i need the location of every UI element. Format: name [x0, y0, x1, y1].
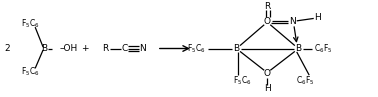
- Text: C: C: [122, 44, 128, 53]
- Text: 2: 2: [4, 44, 9, 53]
- Text: N: N: [289, 17, 296, 26]
- Text: B: B: [42, 44, 48, 53]
- Text: C$_6$F$_5$: C$_6$F$_5$: [314, 42, 332, 55]
- Text: F$_5$C$_6$: F$_5$C$_6$: [21, 66, 40, 78]
- Text: –OH: –OH: [60, 44, 78, 53]
- Text: N: N: [139, 44, 146, 53]
- Text: B: B: [233, 44, 239, 53]
- Text: O: O: [264, 17, 271, 26]
- Text: F$_5$C$_6$: F$_5$C$_6$: [21, 17, 40, 29]
- Text: B: B: [296, 44, 302, 53]
- Text: +: +: [81, 44, 89, 53]
- Text: O: O: [264, 69, 271, 78]
- Text: F$_5$C$_6$: F$_5$C$_6$: [232, 74, 251, 87]
- Text: H: H: [264, 84, 271, 93]
- Text: H: H: [314, 13, 321, 22]
- Text: F$_5$C$_6$: F$_5$C$_6$: [187, 42, 206, 55]
- Text: R: R: [264, 2, 270, 11]
- Text: C$_6$F$_5$: C$_6$F$_5$: [296, 74, 314, 87]
- Text: R: R: [102, 44, 108, 53]
